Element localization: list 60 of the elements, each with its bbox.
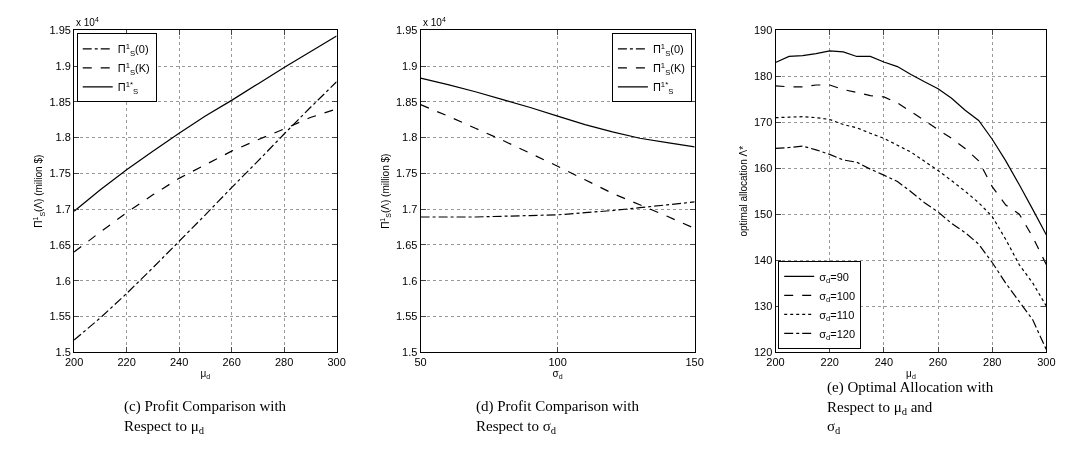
legend-label: Π$^{1}$$_{S}$(K) [117,60,150,77]
text: (c) Profit Comparison with Respect to μ$_{d}$ [124,398,287,436]
x-tick-label: 280 [274,356,294,369]
legend-label: Π$^{1}$$_{S}$(0) [652,41,684,58]
y-tick-label: 1.7 [402,202,418,215]
legend-label: Π$^{1}$$_{S}$(0) [117,41,149,58]
x-tick-label: 220 [820,356,839,369]
y-tick-label: 1.6 [55,274,71,287]
y-tick-label: 1.85 [395,95,418,108]
text: (d) Profit Comparison with Respect to σ$_{d}$ [476,398,640,436]
x-tick-label: 300 [327,356,346,369]
x-tick-label: 260 [222,356,241,369]
legend-label: σ$_{d}$=120 [819,327,856,343]
y-tick-label: 1.65 [49,238,71,251]
y-tick-label: 1.8 [55,131,71,144]
x-tick-label: 150 [685,356,704,369]
x-tick-label: 240 [169,356,189,369]
x-tick-label: 300 [1037,356,1056,369]
text: x 10$^{4}$ [423,16,446,29]
y-tick-label: 1.5 [402,346,418,359]
legend-label: Π$^{1}$$_{S}$(K) [652,60,685,77]
legend-label: σ$_{d}$=110 [819,308,855,324]
y-tick-label: 1.65 [395,238,418,251]
x-tick-label: 220 [117,356,136,369]
x-tick-label: 200 [64,356,84,369]
x-axis-title: σ$_{d}$ [552,368,563,381]
y-tick-label: 1.85 [49,95,71,108]
y-axis-title: optimal allocation Λ* [737,145,749,237]
x-tick-label: 50 [414,356,427,369]
x-tick-label: 280 [983,356,1002,369]
chart-title: (e) Optimal Allocation with Respect to μ$_{d}$ and σ$_{d}$ [827,379,994,437]
y-tick-label: 170 [753,116,773,129]
y-tick-label: 1.7 [55,202,71,215]
y-tick-label: 1.6 [402,274,418,287]
x-tick-label: 240 [874,356,894,369]
x-tick-label: 100 [548,356,567,369]
y-tick-label: 1.55 [395,310,418,323]
y-tick-label: 1.55 [49,310,71,323]
y-tick-label: 160 [753,162,773,175]
y-tick-label: 130 [753,300,773,313]
y-tick-label: 1.5 [55,346,71,359]
x-axis-title: μ$_{d}$ [200,367,211,380]
y-tick-label: 1.95 [395,24,418,37]
legend-label: σ$_{d}$=90 [819,270,849,286]
x-tick-label: 200 [766,356,785,369]
x-axis-title: μ$_{d}$ [906,367,916,380]
legend-label: σ$_{d}$=100 [819,289,856,305]
y-tick-label: 190 [753,24,773,37]
y-tick-label: 1.9 [55,59,71,72]
x-tick-label: 260 [928,356,948,369]
y-tick-label: 180 [753,70,773,83]
y-tick-label: 1.9 [402,59,418,72]
y-tick-label: 1.75 [395,167,418,180]
y-tick-label: 150 [753,208,773,221]
y-tick-label: 140 [753,254,773,267]
y-tick-label: 120 [753,346,773,359]
y-tick-label: 1.75 [49,167,71,180]
y-tick-label: 1.95 [49,24,71,37]
y-tick-label: 1.8 [402,131,418,144]
text: x 10$^{4}$ [76,16,99,29]
